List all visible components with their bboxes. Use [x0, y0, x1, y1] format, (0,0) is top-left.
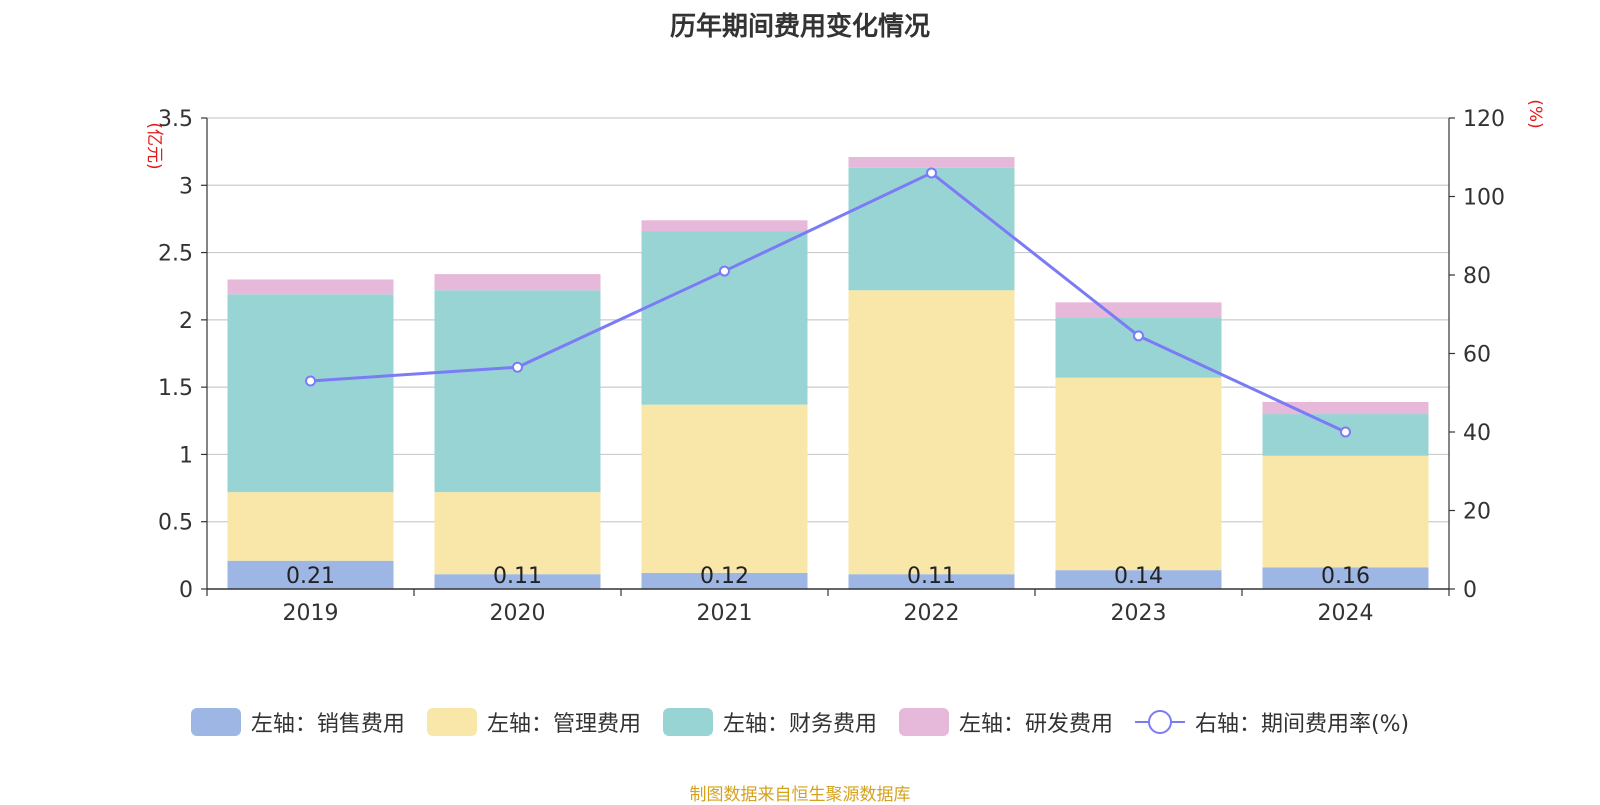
legend-line-marker-icon [1134, 708, 1185, 736]
line-series-rate [310, 171, 1347, 434]
x-axis-tick-label: 2024 [1318, 601, 1374, 626]
x-axis-tick-label: 2019 [283, 601, 339, 626]
bar-rd-2020 [434, 274, 601, 291]
line-point-rate-2023 [1133, 330, 1144, 342]
bar-finance-2019 [227, 294, 394, 493]
bar-rd-2021 [641, 220, 808, 232]
right-axis-tick-label: 40 [1463, 421, 1491, 446]
bar-sales-2019 [227, 560, 394, 589]
bar-sales-2020 [434, 574, 601, 589]
bar-admin-2024 [1262, 455, 1429, 568]
legend-label-admin: 左轴：管理费用 [486, 712, 641, 737]
bar-admin-2019 [227, 492, 394, 561]
bar-sales-2023 [1055, 570, 1222, 589]
line-point-rate-2020 [512, 361, 523, 373]
x-axis-tick-label: 2021 [697, 601, 753, 626]
bar-sales-2022 [848, 574, 1015, 589]
legend-item-admin[interactable]: 左轴：管理费用 [426, 706, 641, 738]
legend-label-rd: 左轴：研发费用 [958, 712, 1113, 737]
legend-label-sales: 左轴：销售费用 [250, 712, 405, 737]
left-axis-tick-label: 3.5 [158, 107, 193, 132]
right-axis-tick-label: 80 [1463, 264, 1491, 289]
x-axis-tick-label: 2023 [1111, 601, 1167, 626]
legend-label-finance: 左轴：财务费用 [722, 712, 877, 737]
legend-item-rd[interactable]: 左轴：研发费用 [898, 706, 1113, 738]
left-axis-tick-label: 1 [179, 443, 193, 468]
line-point-rate-2024 [1340, 426, 1351, 438]
data-label-sales-2022: 0.11 [907, 564, 956, 589]
bar-rd-2024 [1262, 401, 1429, 415]
right-axis-tick-label: 100 [1463, 186, 1505, 211]
bar-sales-2024 [1262, 567, 1429, 589]
right-axis-tick-label: 60 [1463, 343, 1491, 368]
left-axis-unit: (亿元) [144, 122, 164, 169]
bar-finance-2021 [641, 231, 808, 405]
legend-swatch-sales [190, 708, 241, 736]
chart-title: 历年期间费用变化情况 [669, 12, 930, 42]
left-axis-tick-label: 2.5 [158, 242, 193, 267]
line-point-rate-2019 [305, 375, 316, 387]
bar-admin-2023 [1055, 377, 1222, 571]
bar-admin-2022 [848, 290, 1015, 575]
bar-finance-2023 [1055, 317, 1222, 378]
legend-item-rate[interactable]: 右轴：期间费用率(%) [1134, 706, 1410, 738]
data-label-sales-2020: 0.11 [493, 564, 542, 589]
left-axis-tick-label: 0 [179, 578, 193, 603]
stacked-bar-line-chart: 0 0.5 1 1.5 2 2.5 3 3.5 0 20 40 60 80 100 120 (亿元) (%) 0.… [144, 99, 1545, 626]
legend-label-rate: 右轴：期间费用率(%) [1194, 712, 1410, 737]
legend-item-finance[interactable]: 左轴：财务费用 [662, 706, 877, 738]
line-point-rate-2021 [719, 265, 730, 277]
bar-admin-2020 [434, 492, 601, 575]
bar-sales-2021 [641, 572, 808, 589]
left-axis-tick-label: 3 [179, 174, 193, 199]
data-label-sales-2024: 0.16 [1321, 564, 1370, 589]
bar-rd-2022 [848, 157, 1015, 168]
legend-swatch-admin [426, 708, 477, 736]
right-axis-tick-label: 120 [1463, 107, 1505, 132]
bar-rd-2023 [1055, 302, 1222, 318]
data-source-note: 制图数据来自恒生聚源数据库 [689, 785, 911, 805]
line-point-rate-2022 [926, 167, 937, 179]
right-axis-tick-label: 0 [1463, 578, 1477, 603]
left-axis-tick-label: 0.5 [158, 511, 193, 536]
legend-swatch-finance [662, 708, 713, 736]
x-axis-tick-label: 2020 [490, 601, 546, 626]
right-axis-unit: (%) [1525, 99, 1545, 128]
data-label-sales-2019: 0.21 [286, 564, 335, 589]
data-label-sales-2021: 0.12 [700, 564, 749, 589]
left-axis-tick-label: 1.5 [158, 376, 193, 401]
bar-rd-2019 [227, 279, 394, 295]
right-axis-tick-label: 20 [1463, 500, 1491, 525]
bar-finance-2022 [848, 167, 1015, 291]
legend-swatch-rd [898, 708, 949, 736]
left-axis-tick-label: 2 [179, 309, 193, 334]
data-label-sales-2023: 0.14 [1114, 564, 1163, 589]
chart-legend: 左轴：销售费用 左轴：管理费用 左轴：财务费用 左轴：研发费用 右轴：期间费用率… [0, 706, 1600, 738]
legend-item-sales[interactable]: 左轴：销售费用 [190, 706, 405, 738]
x-axis-tick-label: 2022 [904, 601, 960, 626]
bar-finance-2020 [434, 290, 601, 493]
bar-admin-2021 [641, 404, 808, 573]
